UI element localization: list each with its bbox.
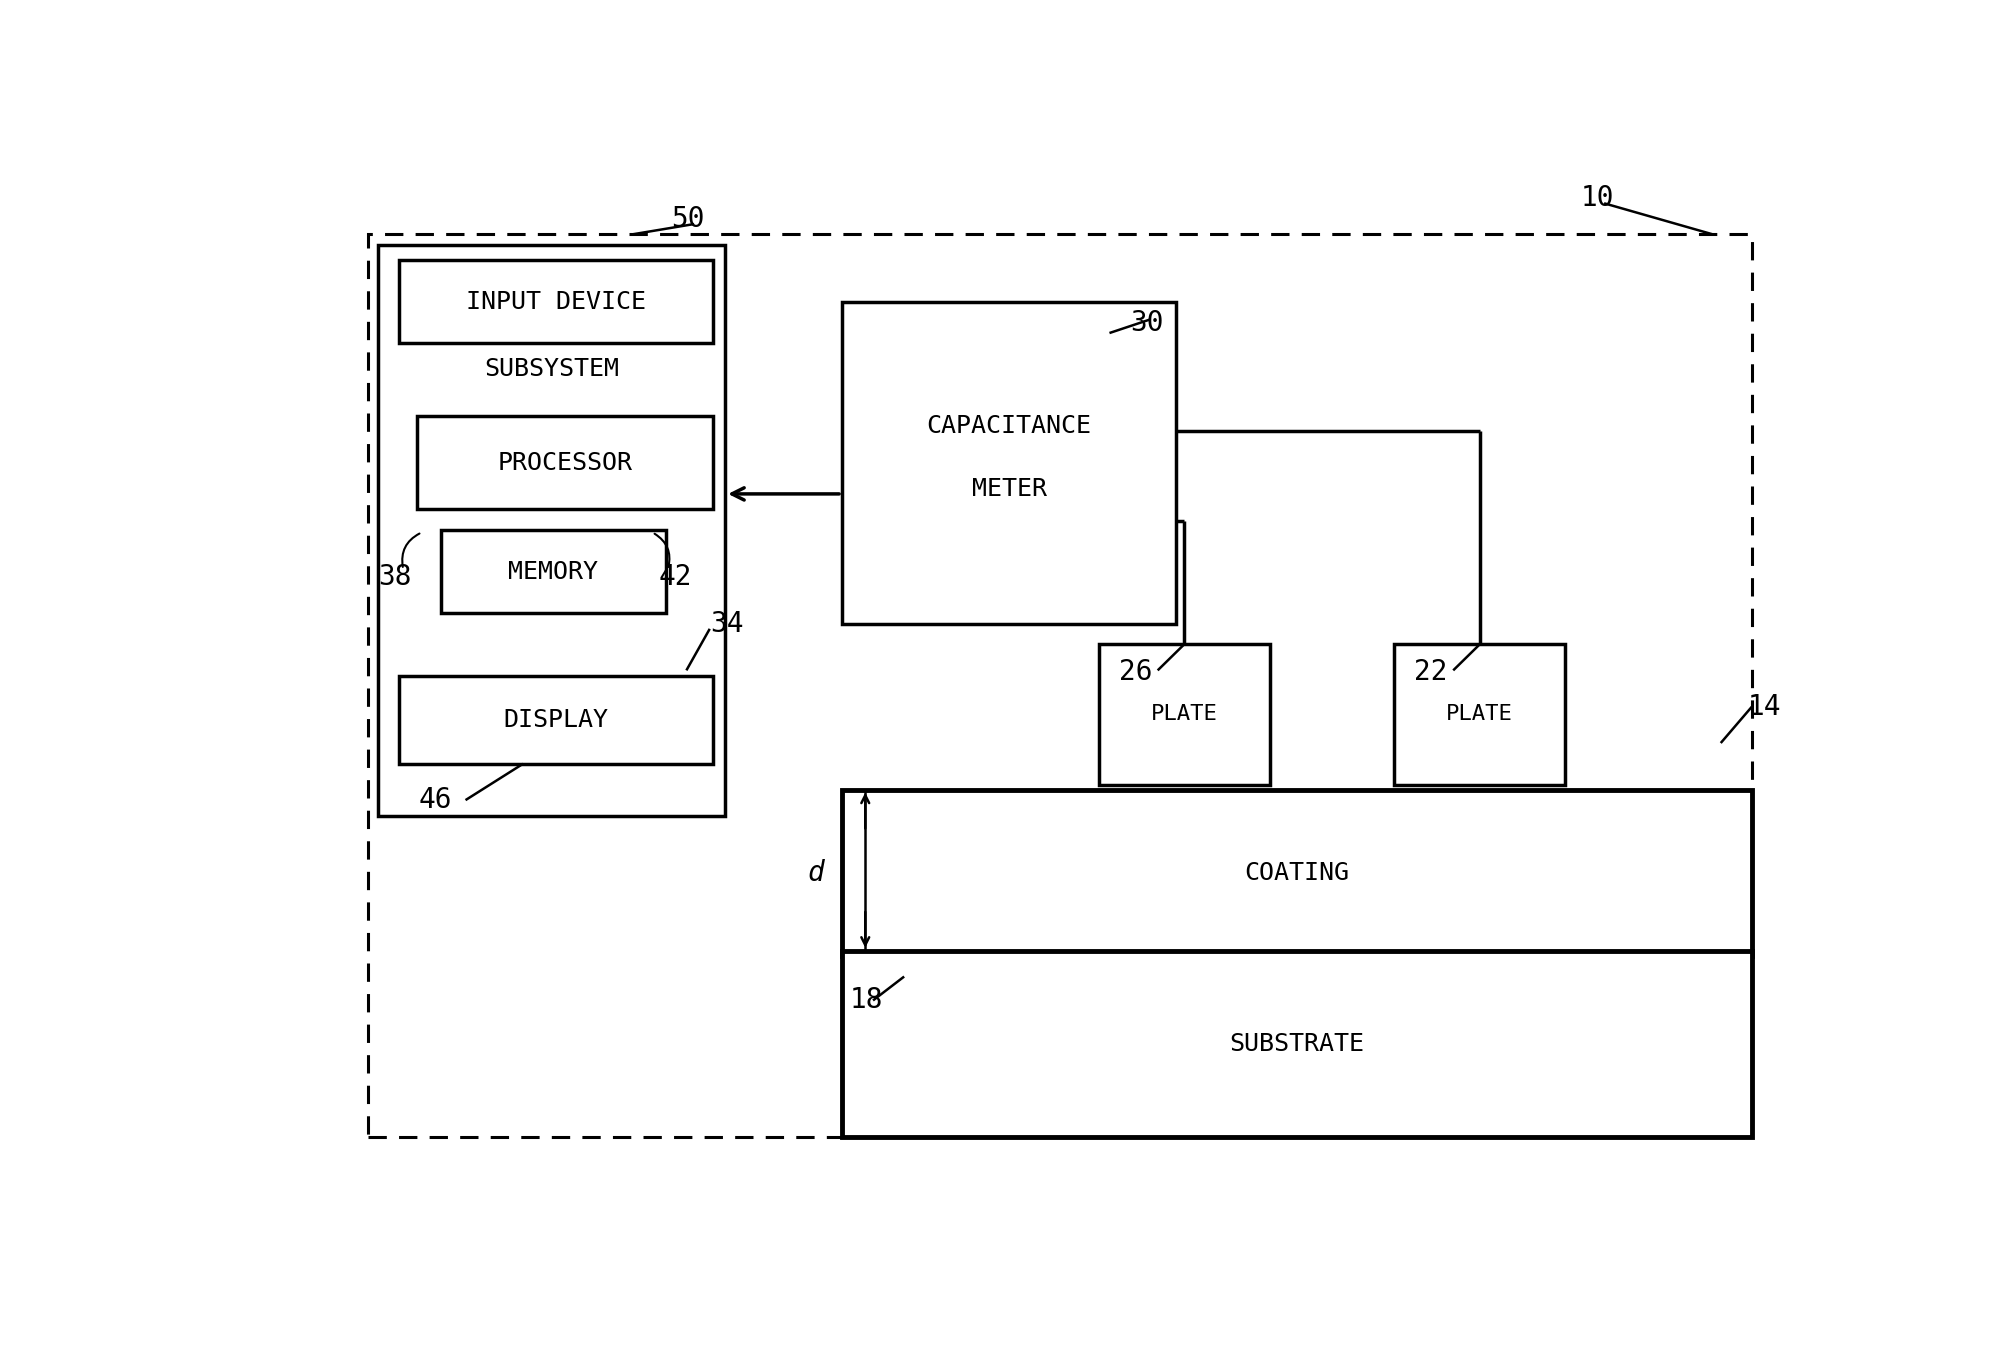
Bar xyxy=(417,417,712,510)
Text: 26: 26 xyxy=(1118,658,1152,686)
Text: SUBSTRATE: SUBSTRATE xyxy=(1230,1033,1365,1055)
Text: PROCESSOR: PROCESSOR xyxy=(498,450,632,474)
Bar xyxy=(843,302,1176,624)
Bar xyxy=(442,530,666,613)
Text: COATING: COATING xyxy=(1244,861,1349,884)
Bar xyxy=(399,675,712,764)
Text: 10: 10 xyxy=(1582,185,1614,212)
Text: 22: 22 xyxy=(1415,658,1447,686)
Text: PLATE: PLATE xyxy=(1447,705,1513,724)
Text: 50: 50 xyxy=(670,205,704,233)
Text: MEMORY: MEMORY xyxy=(508,559,598,584)
Text: 38: 38 xyxy=(379,563,411,590)
Text: PLATE: PLATE xyxy=(1150,705,1218,724)
Text: DISPLAY: DISPLAY xyxy=(504,708,608,732)
Bar xyxy=(1098,644,1270,785)
Text: SUBSYSTEM: SUBSYSTEM xyxy=(484,357,620,381)
Bar xyxy=(367,235,1752,1138)
Text: 14: 14 xyxy=(1748,693,1780,721)
Text: 34: 34 xyxy=(710,609,743,638)
Bar xyxy=(1395,644,1565,785)
Text: 42: 42 xyxy=(658,563,692,590)
Text: CAPACITANCE: CAPACITANCE xyxy=(927,414,1092,438)
Text: METER: METER xyxy=(971,477,1046,500)
Text: 18: 18 xyxy=(849,987,883,1015)
Text: d: d xyxy=(807,859,823,887)
Bar xyxy=(843,790,1752,956)
Bar xyxy=(399,260,712,344)
Text: 30: 30 xyxy=(1130,309,1164,337)
Text: INPUT DEVICE: INPUT DEVICE xyxy=(466,290,646,314)
Bar xyxy=(843,950,1752,1138)
Text: 46: 46 xyxy=(419,786,452,814)
Bar xyxy=(379,245,725,816)
